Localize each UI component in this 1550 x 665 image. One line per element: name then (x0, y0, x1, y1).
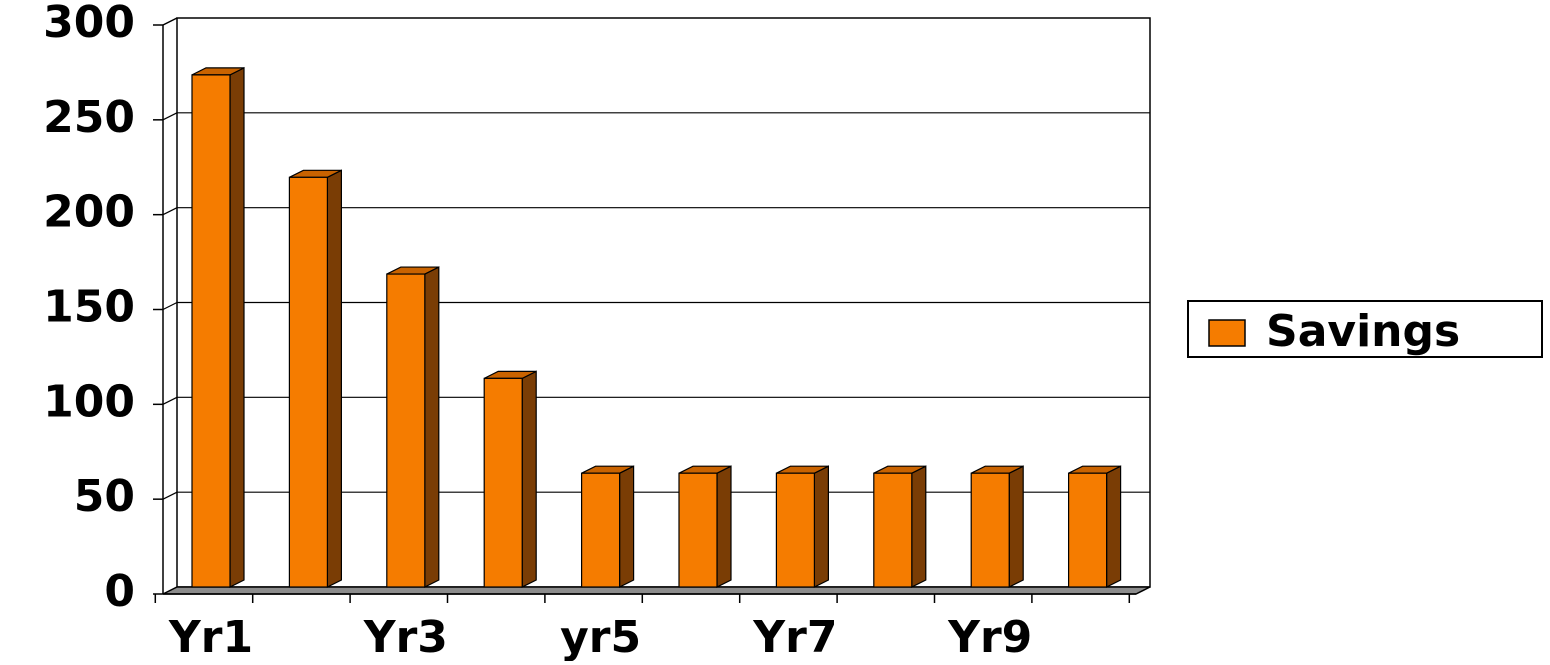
legend-box (1187, 300, 1543, 358)
bar (970, 465, 1024, 588)
bar (1067, 465, 1122, 588)
bar-side (424, 266, 440, 588)
bar-front (873, 472, 913, 588)
y-tick-label: 200 (43, 187, 135, 238)
bar-side (521, 370, 537, 588)
gridline-depth (162, 301, 178, 311)
y-tick-labels: 0 50 100 150 200 250 300 (43, 0, 135, 617)
bar-side (1105, 465, 1122, 588)
x-tick-label: Yr7 (752, 612, 837, 661)
bars (191, 66, 1122, 588)
y-tick-label: 100 (43, 376, 135, 427)
bar-front (288, 176, 328, 588)
axes (153, 17, 1151, 603)
x-tick-labels: Yr1 Yr3 yr5 Yr7 Yr9 (168, 612, 1032, 663)
bar-side (813, 465, 830, 588)
bar (386, 266, 440, 588)
bar (483, 370, 537, 588)
gridline-depth (162, 207, 178, 216)
bar-front (1067, 472, 1108, 588)
gridline-depth (162, 396, 178, 405)
y-tick-label: 150 (43, 282, 135, 333)
x-tick-label: Yr9 (947, 612, 1032, 661)
y-tick-label: 250 (43, 92, 135, 143)
bar-side (1008, 465, 1024, 588)
x-tick-label: Yr1 (168, 612, 253, 661)
bar (288, 169, 342, 588)
bar-front (386, 273, 426, 588)
x-tick-label: Yr3 (363, 612, 448, 661)
bar-side (326, 169, 342, 588)
bar-side (618, 465, 635, 588)
bar (191, 66, 245, 588)
y-tick-label: 300 (43, 0, 135, 48)
bar-front (191, 74, 231, 588)
bar-side (229, 66, 245, 588)
legend-swatch (1208, 319, 1246, 347)
side-wall-top-edge (162, 17, 178, 26)
bar-front (580, 472, 621, 588)
bar-side (911, 465, 927, 588)
bar-front (775, 472, 816, 588)
bar (775, 465, 830, 588)
x-tick-label: yr5 (560, 612, 641, 661)
gridline-depth (162, 112, 178, 121)
y-tick-label: 50 (74, 471, 135, 522)
bar-front (678, 472, 718, 588)
y-tick-label: 0 (104, 566, 135, 617)
bar-side (716, 465, 732, 588)
bar-front (483, 377, 523, 588)
legend-label: Savings (1266, 306, 1460, 357)
chart-floor (162, 586, 1151, 595)
bar (873, 465, 927, 588)
legend: Savings (1187, 300, 1543, 358)
bar (580, 465, 635, 588)
bar (678, 465, 732, 588)
bar-front (970, 472, 1010, 588)
gridline-depth (162, 491, 178, 500)
